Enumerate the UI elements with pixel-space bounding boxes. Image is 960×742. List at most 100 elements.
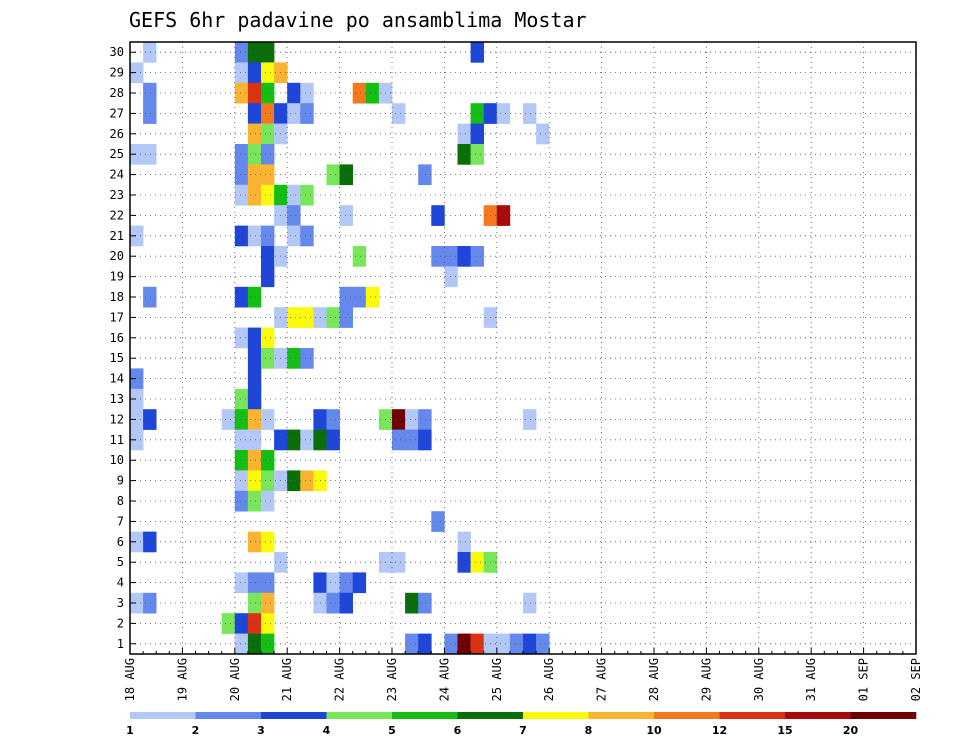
- heatmap-cell: [339, 164, 353, 186]
- colorbar-label: 8: [585, 724, 593, 737]
- y-tick-label: 24: [110, 168, 124, 182]
- heatmap-cell: [234, 450, 249, 471]
- heatmap-cell: [523, 103, 537, 124]
- heatmap-cell: [418, 164, 432, 186]
- heatmap-cell: [247, 633, 262, 655]
- heatmap-cell: [392, 552, 406, 573]
- heatmap-cell: [287, 225, 301, 247]
- colorbar-label: 20: [843, 724, 859, 737]
- heatmap-cell: [470, 633, 484, 655]
- heatmap-cell: [261, 613, 275, 634]
- heatmap-cell: [247, 348, 262, 369]
- x-tick-label: 22 AUG: [333, 658, 347, 701]
- heatmap-cell: [470, 144, 484, 165]
- heatmap-cell: [352, 246, 367, 267]
- heatmap-cell: [444, 633, 458, 655]
- y-tick-label: 16: [110, 331, 124, 345]
- grid-lines: [130, 42, 916, 654]
- heatmap-cell: [130, 62, 144, 84]
- heatmap-cell: [326, 164, 340, 186]
- heatmap-cell: [523, 592, 537, 614]
- heatmap-cell: [300, 225, 314, 247]
- heatmap-cell: [418, 592, 432, 614]
- heatmap-cell: [431, 511, 445, 532]
- heatmap-cell: [392, 429, 406, 451]
- x-tick-label: 29 AUG: [699, 658, 713, 701]
- colorbar-swatch: [392, 712, 458, 719]
- x-tick-label: 31 AUG: [804, 658, 818, 701]
- heatmap-cell: [431, 246, 445, 267]
- heatmap-cell: [287, 205, 301, 226]
- y-tick-label: 8: [117, 494, 124, 508]
- heatmap-cell: [234, 572, 249, 594]
- heatmap-cell: [418, 429, 432, 451]
- heatmap-cell: [143, 103, 157, 124]
- colorbar-swatch: [785, 712, 851, 719]
- heatmap-cell: [352, 286, 367, 308]
- x-tick-label: 18 AUG: [123, 658, 137, 701]
- x-tick-label: 02 SEP: [909, 658, 923, 701]
- heatmap-cell: [221, 613, 236, 634]
- heatmap-cell: [431, 205, 445, 226]
- heatmap-cell: [405, 429, 419, 451]
- colorbar-label: 12: [712, 724, 727, 737]
- y-tick-label: 26: [110, 127, 124, 141]
- y-tick-label: 30: [110, 45, 124, 59]
- heatmap-cell: [339, 592, 353, 614]
- heatmap-cell: [261, 103, 275, 124]
- heatmap-cell: [365, 82, 380, 104]
- colorbar-swatch: [654, 712, 720, 719]
- y-tick-label: 25: [110, 147, 124, 161]
- colorbar-swatch: [130, 712, 196, 719]
- heatmap-cell: [300, 103, 314, 124]
- heatmap-cell: [261, 62, 275, 84]
- y-tick-label: 20: [110, 249, 124, 263]
- heatmap-cell: [523, 633, 537, 655]
- heatmap-cell: [247, 490, 262, 512]
- heatmap-cell: [247, 42, 262, 63]
- colorbar-swatch: [719, 712, 786, 719]
- heatmap-cell: [247, 531, 262, 553]
- colorbar-label: 6: [454, 724, 462, 737]
- heatmap-cell: [523, 409, 537, 430]
- x-tick-label: 23 AUG: [385, 658, 399, 701]
- heatmap-cell: [247, 286, 262, 308]
- x-axis: 18 AUG 19 AUG 20 AUG 21 AUG 22 AUG 23 AUG 24 A…: [123, 648, 923, 701]
- heatmap-cell: [130, 531, 144, 553]
- y-tick-label: 10: [110, 453, 124, 467]
- y-tick-label: 18: [110, 290, 124, 304]
- y-tick-label: 17: [110, 310, 124, 324]
- heatmap-cell: [261, 144, 275, 165]
- heatmap-cell: [247, 327, 262, 349]
- heatmap-cell: [234, 388, 249, 410]
- heatmap-cell: [234, 144, 249, 165]
- heatmap-cell: [130, 388, 144, 410]
- heatmap-cell: [130, 225, 144, 247]
- heatmap-cell: [470, 552, 484, 573]
- heatmap-cell: [261, 246, 275, 267]
- heatmap-cell: [444, 246, 458, 267]
- x-tick-label: 25 AUG: [490, 658, 504, 701]
- heatmap-cell: [261, 409, 275, 430]
- heatmap-cell: [261, 348, 275, 369]
- heatmap-cell: [247, 592, 262, 614]
- heatmap-cell: [418, 409, 432, 430]
- heatmap-cell: [287, 184, 301, 206]
- y-tick-label: 6: [117, 535, 124, 549]
- heatmap-cell: [457, 531, 471, 553]
- heatmap-cell: [130, 144, 144, 165]
- x-tick-label: 27 AUG: [595, 658, 609, 701]
- x-tick-label: 01 SEP: [857, 658, 871, 701]
- heatmap-cell: [352, 82, 367, 104]
- heatmap-cell: [287, 307, 301, 328]
- heatmap-cell: [234, 225, 249, 247]
- heatmap-cell: [326, 592, 340, 614]
- heatmap-cell: [300, 184, 314, 206]
- heatmap-cell: [261, 123, 275, 145]
- heatmap-cell: [234, 286, 249, 308]
- heatmap-cell: [234, 164, 249, 186]
- x-tick-label: 19 AUG: [175, 658, 189, 701]
- heatmap-cell: [300, 429, 314, 451]
- heatmap-cell: [247, 470, 262, 492]
